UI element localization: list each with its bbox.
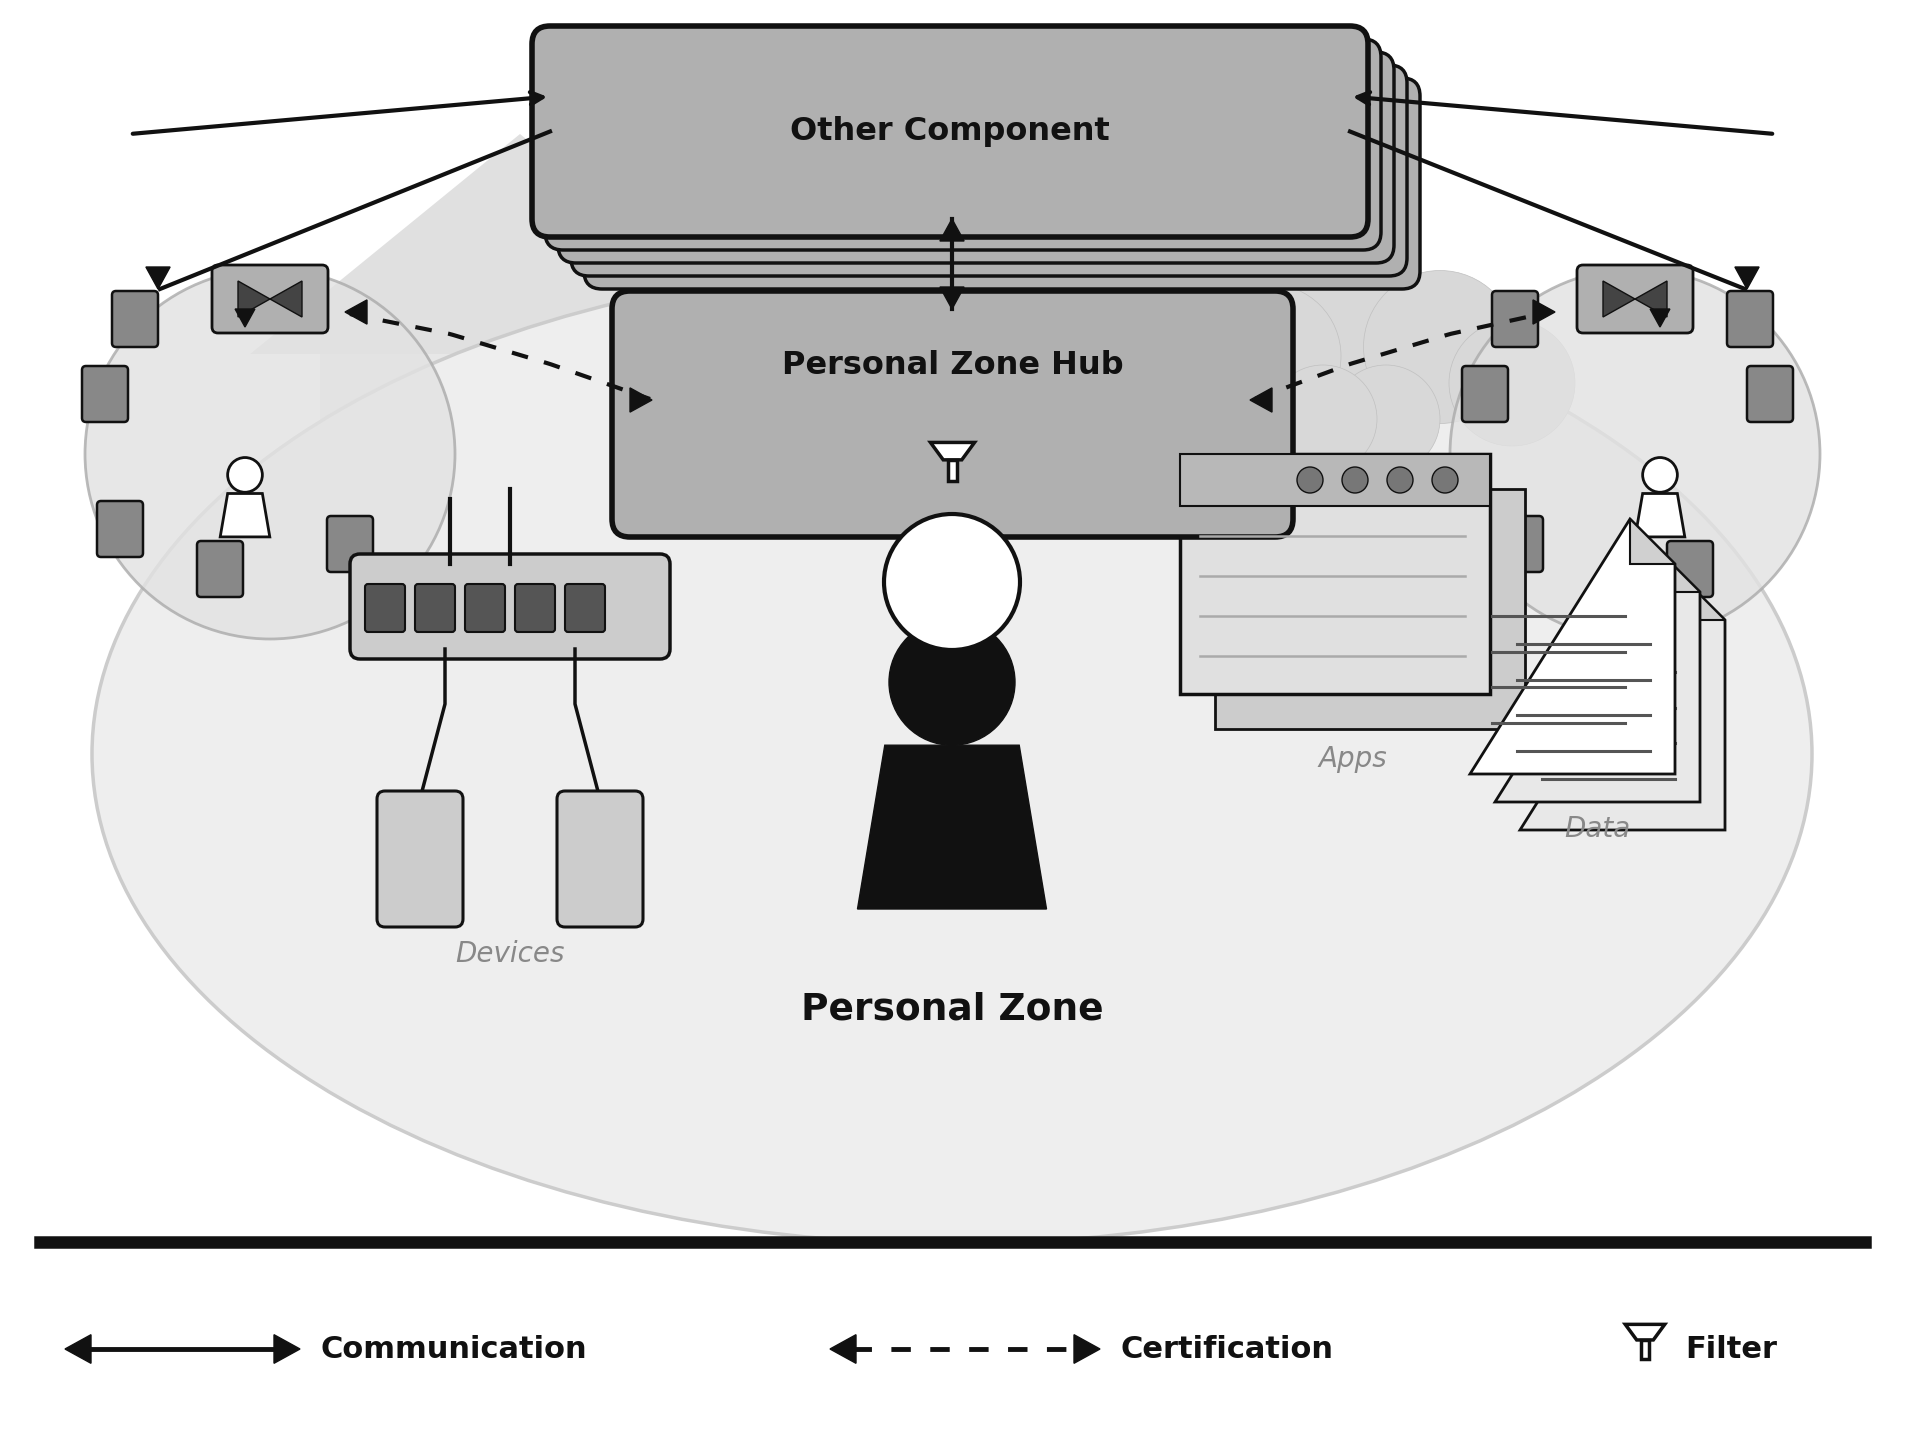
Circle shape (884, 515, 1019, 650)
FancyBboxPatch shape (545, 39, 1381, 250)
Polygon shape (1250, 388, 1273, 411)
Circle shape (890, 619, 1015, 746)
Polygon shape (857, 746, 1046, 909)
FancyBboxPatch shape (572, 65, 1408, 276)
Polygon shape (147, 268, 170, 289)
Text: Personal Zone Hub: Personal Zone Hub (781, 350, 1124, 381)
Text: Personal Zone: Personal Zone (800, 992, 1103, 1027)
Circle shape (1139, 329, 1255, 446)
Polygon shape (1520, 574, 1726, 830)
Circle shape (1332, 365, 1440, 473)
Polygon shape (1625, 1325, 1665, 1341)
FancyBboxPatch shape (585, 79, 1419, 289)
FancyBboxPatch shape (566, 585, 606, 632)
Polygon shape (831, 1335, 855, 1364)
Polygon shape (65, 1335, 91, 1364)
FancyBboxPatch shape (1179, 454, 1490, 506)
Polygon shape (1534, 300, 1554, 324)
Text: Devices: Devices (455, 939, 564, 968)
FancyBboxPatch shape (1577, 265, 1694, 333)
Text: Certification: Certification (1120, 1335, 1333, 1364)
Text: Data: Data (1564, 816, 1631, 843)
Polygon shape (1471, 519, 1674, 774)
FancyBboxPatch shape (377, 791, 463, 928)
Text: Filter: Filter (1686, 1335, 1777, 1364)
FancyBboxPatch shape (531, 26, 1368, 237)
Polygon shape (1650, 310, 1671, 327)
Polygon shape (939, 220, 964, 241)
Polygon shape (221, 493, 271, 537)
FancyBboxPatch shape (112, 291, 158, 348)
FancyBboxPatch shape (366, 585, 406, 632)
Polygon shape (234, 310, 255, 327)
Circle shape (1450, 320, 1575, 446)
Polygon shape (1074, 1335, 1099, 1364)
Text: Communication: Communication (320, 1335, 587, 1364)
Circle shape (1269, 365, 1377, 473)
Circle shape (1196, 284, 1341, 427)
Text: Other Component: Other Component (791, 116, 1111, 147)
Polygon shape (238, 281, 303, 317)
Ellipse shape (91, 265, 1812, 1245)
FancyBboxPatch shape (1461, 366, 1509, 422)
FancyBboxPatch shape (465, 585, 505, 632)
FancyBboxPatch shape (1179, 454, 1490, 694)
Polygon shape (631, 388, 652, 411)
Circle shape (1341, 467, 1368, 493)
Polygon shape (930, 442, 975, 459)
Polygon shape (949, 459, 956, 481)
FancyBboxPatch shape (1215, 489, 1526, 728)
FancyBboxPatch shape (211, 265, 328, 333)
Circle shape (1387, 467, 1414, 493)
FancyBboxPatch shape (1747, 366, 1793, 422)
FancyBboxPatch shape (1497, 516, 1543, 571)
FancyBboxPatch shape (1667, 541, 1713, 598)
FancyBboxPatch shape (415, 585, 455, 632)
Circle shape (1297, 467, 1322, 493)
FancyBboxPatch shape (196, 541, 244, 598)
Polygon shape (1634, 493, 1684, 537)
FancyBboxPatch shape (612, 291, 1293, 537)
Polygon shape (1631, 519, 1674, 564)
Polygon shape (1680, 574, 1726, 619)
Polygon shape (1602, 281, 1667, 317)
FancyBboxPatch shape (97, 502, 143, 557)
FancyBboxPatch shape (328, 516, 373, 571)
Text: Apps: Apps (1318, 744, 1387, 774)
FancyBboxPatch shape (514, 585, 554, 632)
FancyBboxPatch shape (351, 554, 671, 659)
Circle shape (1642, 458, 1678, 493)
FancyBboxPatch shape (556, 791, 644, 928)
Circle shape (86, 269, 455, 638)
Polygon shape (320, 353, 720, 755)
Polygon shape (1735, 268, 1758, 289)
Circle shape (227, 458, 263, 493)
Polygon shape (1495, 547, 1699, 803)
FancyBboxPatch shape (450, 534, 591, 755)
Polygon shape (274, 1335, 299, 1364)
Polygon shape (345, 300, 368, 324)
FancyBboxPatch shape (558, 52, 1394, 263)
FancyBboxPatch shape (1728, 291, 1774, 348)
FancyBboxPatch shape (82, 366, 128, 422)
Polygon shape (1640, 1341, 1650, 1359)
Circle shape (1364, 270, 1516, 423)
Polygon shape (1655, 547, 1699, 592)
Circle shape (1252, 275, 1450, 473)
Circle shape (1433, 467, 1457, 493)
Polygon shape (939, 286, 964, 310)
Polygon shape (250, 134, 791, 353)
Circle shape (1450, 269, 1819, 638)
FancyBboxPatch shape (1492, 291, 1537, 348)
